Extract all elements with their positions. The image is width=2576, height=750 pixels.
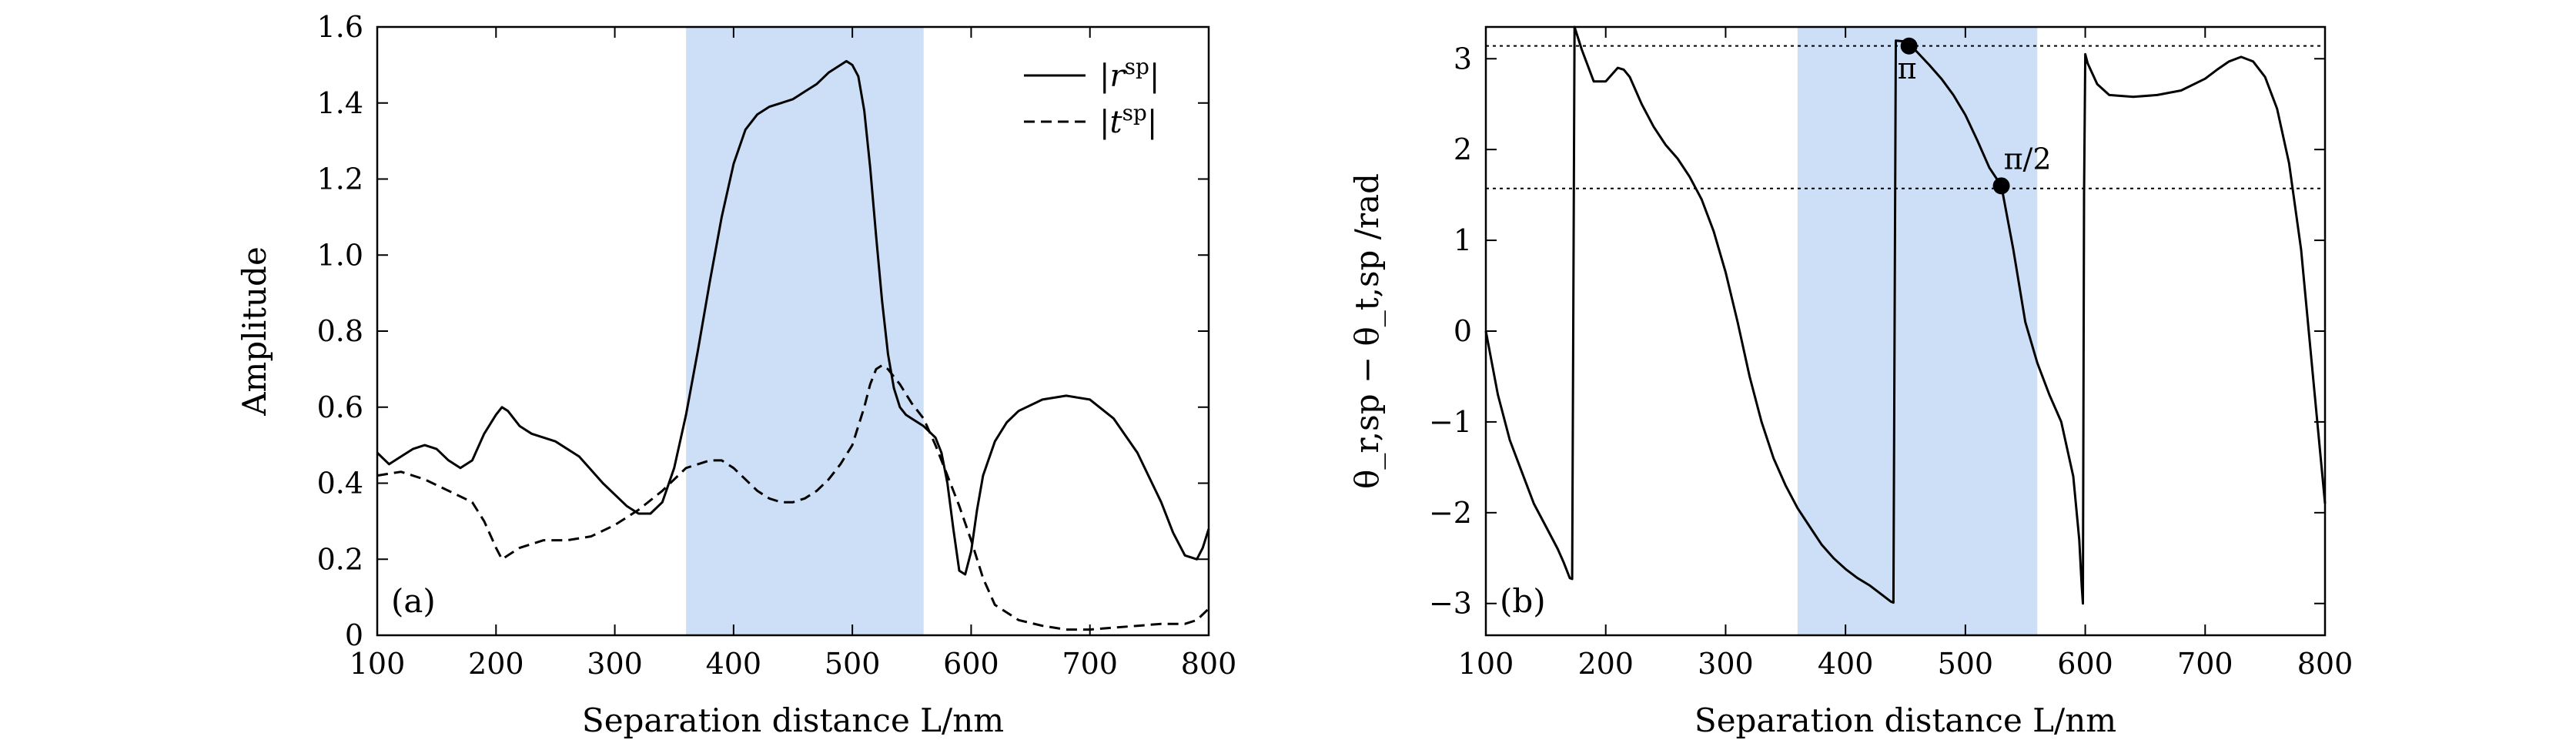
x-tick-label: 800 (2297, 647, 2354, 681)
y-tick-label: 1.6 (317, 10, 363, 44)
y-tick-label: 1.4 (317, 86, 363, 120)
x-tick-label: 300 (1698, 647, 1754, 681)
panel-b-reference-lines (1486, 45, 2325, 189)
panel-b-xlabel: Separation distance L/nm (1694, 701, 2116, 739)
marker-label-0: π (1898, 52, 1917, 85)
panel-b: ππ/2 100 200 300 400 500 600 700 800−3−2−10123 … (1348, 25, 2353, 739)
panel-a-label: (a) (391, 582, 436, 620)
x-tick-label: 500 (825, 647, 881, 681)
y-tick-label: 0.6 (317, 390, 363, 424)
marker-label-1: π/2 (2004, 142, 2052, 176)
y-tick-label: 1.2 (317, 162, 363, 196)
panel-a-series-0-line (376, 59, 1210, 576)
panel-a-series-1-line (376, 363, 1210, 631)
panel-a-ylabel: Amplitude (236, 246, 273, 417)
y-tick-label: −2 (1429, 496, 1472, 530)
y-tick-label: 0 (345, 618, 363, 652)
y-tick-label: 1.0 (317, 238, 363, 272)
x-tick-label: 600 (943, 647, 999, 681)
y-tick-label: 3 (1454, 42, 1472, 75)
y-tick-label: 1 (1454, 223, 1472, 257)
x-tick-label: 400 (706, 647, 762, 681)
legend-t-label: |tsp| (1099, 100, 1157, 141)
panel-a: 100 200 300 400 500 600 700 800 0 0.2 0.4 0.6 0.8 1.0… (236, 10, 1236, 739)
y-tick-label: 0.4 (317, 467, 363, 501)
y-tick-label: −3 (1429, 587, 1472, 621)
panel-b-shaded-band (1797, 27, 2038, 635)
y-tick-label: 2 (1454, 132, 1472, 166)
panel-b-ylabel: θ_r,sp − θ_t,sp /rad (1348, 173, 1386, 489)
y-tick-label: −1 (1429, 405, 1472, 439)
x-tick-label: 300 (587, 647, 643, 681)
x-tick-label: 100 (1458, 647, 1514, 681)
x-tick-label: 200 (1577, 647, 1634, 681)
panel-b-ticks: 100 200 300 400 500 600 700 800 −3 −2 −1 0 1 2 3 (1429, 27, 2353, 681)
panel-b-markers: π π/2 (1898, 37, 2052, 195)
panel-a-ticks: 100 200 300 400 500 600 700 800 0 0.2 0.4 0.6 0.8 1.0… (317, 10, 1237, 681)
x-tick-label: 200 (468, 647, 524, 681)
y-tick-label: 0.8 (317, 314, 363, 348)
panel-b-label: (b) (1500, 582, 1546, 620)
x-tick-label: 100 (350, 647, 406, 681)
panel-a-xlabel: Separation distance L/nm (582, 701, 1004, 739)
x-tick-label: 500 (1938, 647, 1994, 681)
x-tick-label: 800 (1181, 647, 1237, 681)
x-tick-label: 700 (2177, 647, 2233, 681)
x-tick-label: 400 (1818, 647, 1874, 681)
panel-b-curves (1484, 25, 2327, 605)
marker-point-0 (1900, 37, 1918, 55)
x-tick-label: 600 (2057, 647, 2113, 681)
legend-r-label: |rsp| (1099, 54, 1159, 95)
y-tick-label: 0.2 (317, 542, 363, 576)
marker-point-1 (1992, 177, 2010, 195)
y-tick-label: 0 (1454, 314, 1472, 348)
panel-b-series-0-line (1484, 25, 2327, 605)
x-tick-label: 700 (1062, 647, 1118, 681)
panel-a-shaded-band (686, 27, 924, 635)
panel-a-legend: |rsp| |tsp| (1024, 54, 1159, 141)
panel-a-curves (376, 59, 1210, 631)
